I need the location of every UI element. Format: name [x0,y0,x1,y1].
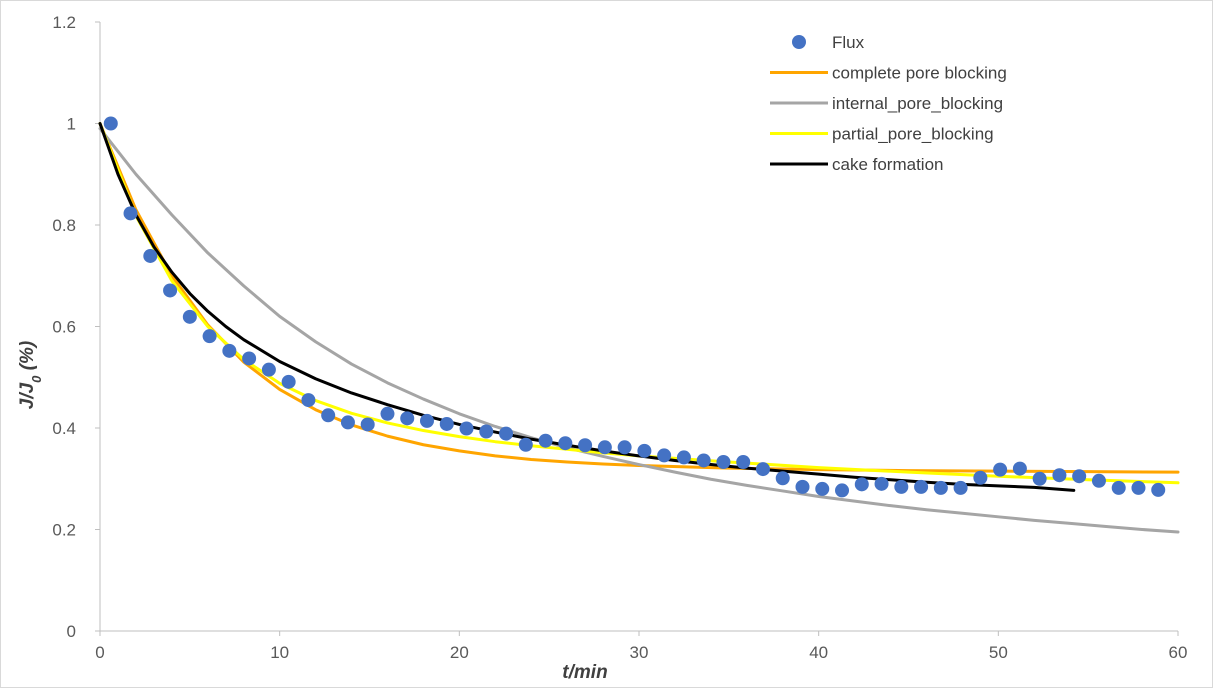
flux-point [1052,468,1067,483]
flux-point [914,479,929,494]
flux-point [400,411,415,426]
flux-point [281,374,296,389]
flux-point [617,440,632,455]
flux-point [953,480,968,495]
x-axis-title: t/min [562,662,607,683]
flux-point [933,480,948,495]
flux-point [775,471,790,486]
y-tick-label: 0.8 [52,216,76,235]
flux-point [1012,461,1027,476]
flux-point [103,116,118,131]
flux-point [676,450,691,465]
flux-markers [103,116,1166,498]
series-line-internal-pore-blocking [98,127,1180,534]
legend-label-internal-pore-blocking: internal_pore_blocking [832,94,1003,113]
flux-point [143,248,158,263]
y-axis-title: J/J0 (%) [17,341,44,409]
legend-label-cake-formation: cake formation [832,155,944,174]
flux-point [973,470,988,485]
flux-point [301,393,316,408]
y-axis-title-main: J/J [17,382,38,409]
flux-point [439,416,454,431]
flux-point [578,438,593,453]
flux-point [479,424,494,439]
flux-point [1111,480,1126,495]
flux-point [242,351,257,366]
y-tick-label: 1 [67,115,76,134]
y-tick-label: 0.6 [52,318,76,337]
flux-point [202,329,217,344]
flux-point [558,436,573,451]
flux-point [637,443,652,458]
y-axis-title-sub: 0 [29,375,44,383]
x-tick-label: 50 [989,643,1008,662]
flux-point [1032,471,1047,486]
flux-point [261,362,276,377]
legend-marker-flux [792,35,806,49]
flux-point [874,476,889,491]
y-tick-label: 0.4 [52,419,76,438]
y-tick-label: 0 [67,622,76,641]
flux-point [755,462,770,477]
flux-point [854,477,869,492]
flux-point [657,448,672,463]
flux-point [1131,480,1146,495]
flux-point [894,479,909,494]
flux-point [499,426,514,441]
flux-point [340,415,355,430]
legend-label-partial-pore-blocking: partial_pore_blocking [832,125,994,144]
flux-point [360,417,375,432]
x-tick-label: 20 [450,643,469,662]
flux-point [222,343,237,358]
axes: 0 0.2 0.4 0.6 0.8 1 1.2 0 10 20 30 40 50 60 [52,13,1187,662]
flux-point [163,283,178,298]
flux-point [380,406,395,421]
flux-point [1151,482,1166,497]
flux-point [835,483,850,498]
flux-point [993,462,1008,477]
legend-label-complete-pore-blocking: complete pore blocking [832,64,1007,83]
legend: Flux complete pore blocking internal_pore_… [770,33,1007,174]
x-tick-label: 0 [95,643,104,662]
flux-point [815,481,830,496]
flux-point [716,455,731,469]
legend-label-flux: Flux [832,33,865,52]
y-tick-label: 1.2 [52,13,76,32]
x-tick-label: 30 [630,643,649,662]
flux-point [182,309,197,324]
flux-point [518,437,533,452]
flux-point [459,421,474,436]
flux-point [1091,473,1106,488]
y-axis-title-suffix: (%) [17,341,38,376]
flux-point [321,408,336,423]
flux-point [123,206,138,221]
flux-point [1072,469,1087,484]
x-tick-label: 10 [270,643,289,662]
flux-point [597,440,612,455]
flux-point [538,433,553,448]
flux-point [795,479,810,494]
series-line-partial-pore-blocking [98,122,1180,485]
y-tick-label: 0.2 [52,521,76,540]
flux-point [736,455,751,469]
flux-point [696,453,711,468]
x-tick-label: 40 [809,643,828,662]
flux-point [419,413,434,428]
x-tick-label: 60 [1169,643,1188,662]
